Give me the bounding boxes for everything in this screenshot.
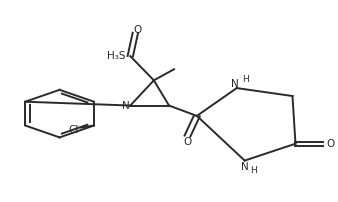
Text: H₃S: H₃S [107,50,125,60]
Text: N: N [122,100,130,110]
Text: N: N [241,161,248,171]
Text: O: O [183,136,192,146]
Text: H: H [250,165,257,174]
Text: H: H [242,75,248,83]
Text: O: O [327,139,335,148]
Text: O: O [133,24,141,34]
Text: Cl: Cl [69,124,79,134]
Text: N: N [231,79,239,89]
